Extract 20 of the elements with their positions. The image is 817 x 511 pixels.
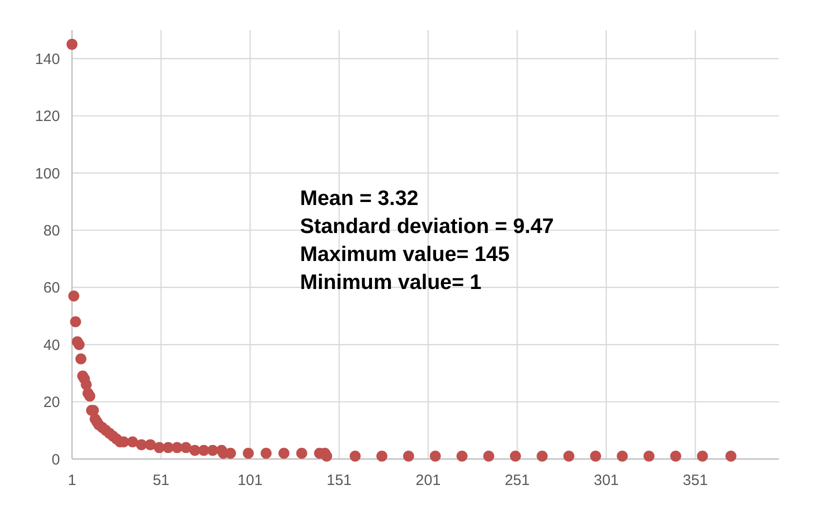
y-tick-label: 60 xyxy=(43,280,60,297)
y-tick-label: 100 xyxy=(34,165,60,182)
x-tick-label: 151 xyxy=(326,472,352,489)
x-tick-label: 351 xyxy=(682,472,708,489)
x-tick-label: 101 xyxy=(238,472,263,489)
annotation: Mean = 3.32 xyxy=(300,187,418,210)
x-tick-label: 51 xyxy=(152,472,170,489)
x-tick-label: 251 xyxy=(504,472,530,489)
y-tick-label: 20 xyxy=(43,394,60,412)
x-tick-label: 1 xyxy=(68,472,76,489)
y-tick-label: 140 xyxy=(34,50,60,68)
annotation: Standard deviation = 9.47 xyxy=(300,215,554,238)
y-tick-label: 0 xyxy=(52,451,60,468)
y-tick-label: 40 xyxy=(43,336,60,354)
annotation: Minimum value= 1 xyxy=(300,271,482,294)
y-tick-label: 120 xyxy=(34,108,60,126)
annotation: Maximum value= 145 xyxy=(300,243,510,266)
x-tick-label: 301 xyxy=(594,472,619,489)
y-tick-label: 80 xyxy=(43,222,60,240)
x-tick-label: 201 xyxy=(416,472,441,489)
